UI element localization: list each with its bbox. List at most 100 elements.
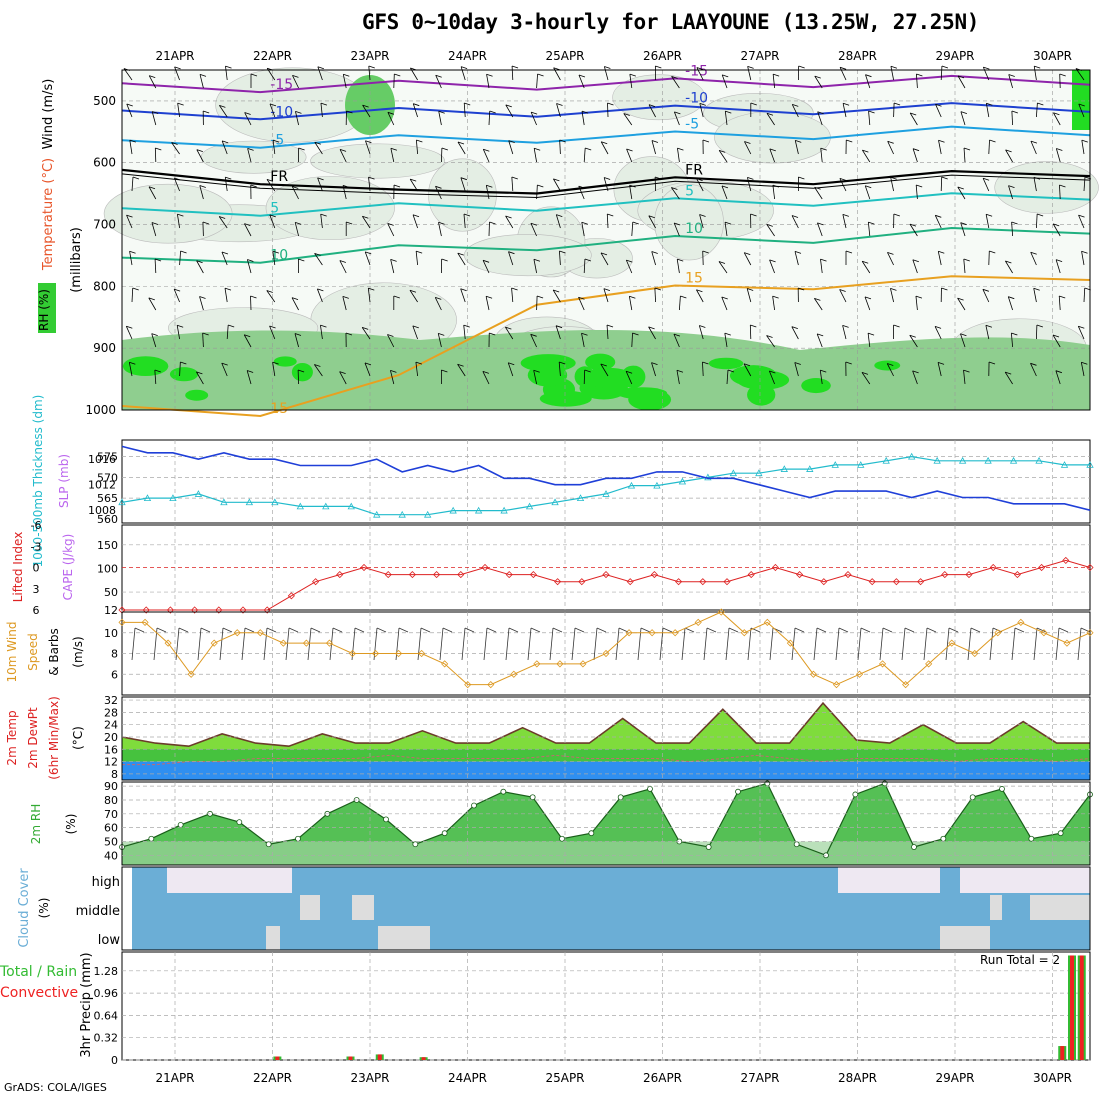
surface-wind-barb	[219, 627, 224, 661]
upper-wind-barb	[1081, 140, 1085, 155]
rh2m-point	[471, 802, 477, 809]
upper-wind-barb	[750, 324, 757, 328]
wind-speed-point	[1040, 629, 1048, 637]
upper-wind-barb	[867, 332, 875, 336]
upper-wind-barb	[266, 290, 276, 303]
upper-wind-barb	[219, 216, 226, 219]
isotherm-label: FR	[685, 162, 703, 178]
temp-ylabel-1: 2m Temp	[5, 710, 19, 765]
upper-wind-barb	[890, 287, 897, 291]
thickness-point	[576, 494, 585, 502]
upper-wind-barb	[912, 259, 918, 274]
surface-wind-barb	[728, 627, 739, 633]
upper-wind-barb	[671, 187, 680, 200]
upper-wind-barb	[1083, 177, 1086, 192]
cape-tick: 100	[97, 562, 118, 575]
upper-wind-barb	[1011, 222, 1013, 237]
upper-wind-barb	[177, 102, 184, 106]
rh2m-point	[617, 794, 624, 801]
upper-wind-barb	[508, 251, 514, 266]
wind-speed-point	[763, 618, 771, 626]
upper-wind-barb	[578, 185, 585, 189]
upper-wind-barb	[747, 177, 752, 192]
upper-wind-barb	[364, 251, 371, 266]
upper-wind-barb	[578, 297, 585, 311]
surface-wind-barb	[791, 627, 796, 661]
upper-wind-barb	[626, 148, 633, 152]
upper-wind-barb	[772, 74, 775, 89]
upper-wind-barb	[916, 184, 923, 188]
upper-wind-barb	[202, 221, 210, 225]
upper-wind-barb	[412, 214, 418, 229]
upper-wind-barb	[148, 186, 157, 200]
surface-wind-barb	[222, 627, 233, 633]
upper-wind-barb	[916, 73, 923, 77]
surface-wind-barb	[1033, 627, 1038, 661]
upper-wind-barb	[559, 251, 561, 266]
surface-wind-barb	[703, 627, 708, 661]
upper-wind-barb	[938, 139, 945, 143]
upper-wind-barb	[247, 370, 254, 373]
upper-wind-barb	[648, 326, 656, 340]
upper-wind-barb	[508, 251, 515, 255]
pressure-tick: 600	[93, 156, 116, 170]
upper-ylabel-temp: Temperature (°C)	[41, 158, 56, 271]
wind-speed-point	[994, 629, 1002, 637]
upper-wind-barb	[482, 371, 489, 374]
upper-wind-barb	[148, 297, 155, 301]
upper-wind-barb	[294, 333, 299, 348]
upper-wind-barb	[982, 289, 990, 303]
lifted-index-point	[384, 571, 392, 579]
upper-wind-barb	[244, 112, 252, 126]
surface-wind-barb	[813, 627, 818, 661]
upper-wind-barb	[798, 65, 805, 69]
isotherm--5	[121, 125, 1091, 149]
upper-wind-barb	[861, 261, 871, 274]
upper-wind-barb	[934, 215, 942, 229]
upper-wind-barb	[1083, 287, 1086, 303]
isotherm-label: -5	[270, 133, 284, 149]
precip-bar-convective	[275, 1056, 280, 1060]
lifted-index-point	[1086, 563, 1094, 572]
upper-wind-barb	[724, 333, 728, 348]
precip-tick: 0.32	[94, 1032, 119, 1045]
upper-wind-barb	[250, 295, 257, 299]
thickness-ylabel: 1000-500mb Thickness (dm)	[31, 395, 45, 568]
rh-high-patch	[520, 354, 576, 372]
upper-wind-barb	[221, 362, 228, 366]
upper-wind-barb	[180, 250, 187, 254]
upper-wind-barb	[989, 250, 996, 254]
upper-wind-barb	[128, 362, 133, 377]
upper-wind-barb	[435, 297, 442, 300]
rh2m-point	[412, 841, 419, 848]
upper-wind-barb	[533, 148, 537, 163]
date-label-top: 23APR	[350, 49, 389, 63]
upper-wind-barb	[865, 74, 871, 89]
upper-wind-barb	[982, 178, 990, 192]
lifted-index-point	[626, 578, 634, 586]
wind-tick: 10	[104, 627, 118, 640]
upper-wind-barb	[628, 296, 633, 311]
upper-wind-barb	[629, 73, 636, 77]
upper-wind-barb	[247, 259, 254, 262]
upper-wind-barb	[887, 363, 894, 366]
thickness-point	[806, 465, 814, 472]
upper-wind-barb	[390, 147, 398, 151]
upper-wind-barb	[367, 288, 371, 303]
upper-wind-barb	[224, 288, 228, 303]
surface-wind-barb	[574, 627, 585, 633]
surface-wind-barb	[970, 627, 981, 633]
upper-wind-barb	[868, 221, 875, 225]
upper-wind-barb	[632, 221, 639, 225]
upper-wind-barb	[744, 141, 751, 144]
wind-speed-point	[902, 681, 910, 689]
upper-wind-barb	[556, 214, 563, 217]
upper-wind-barb	[886, 363, 894, 377]
upper-wind-barb	[578, 296, 585, 300]
upper-wind-barb	[1059, 295, 1066, 299]
upper-wind-barb	[935, 104, 942, 118]
date-label-top: 22APR	[253, 49, 292, 63]
rh-contour-area	[310, 143, 446, 179]
thickness-point	[525, 502, 534, 510]
upper-wind-barb	[151, 222, 159, 225]
